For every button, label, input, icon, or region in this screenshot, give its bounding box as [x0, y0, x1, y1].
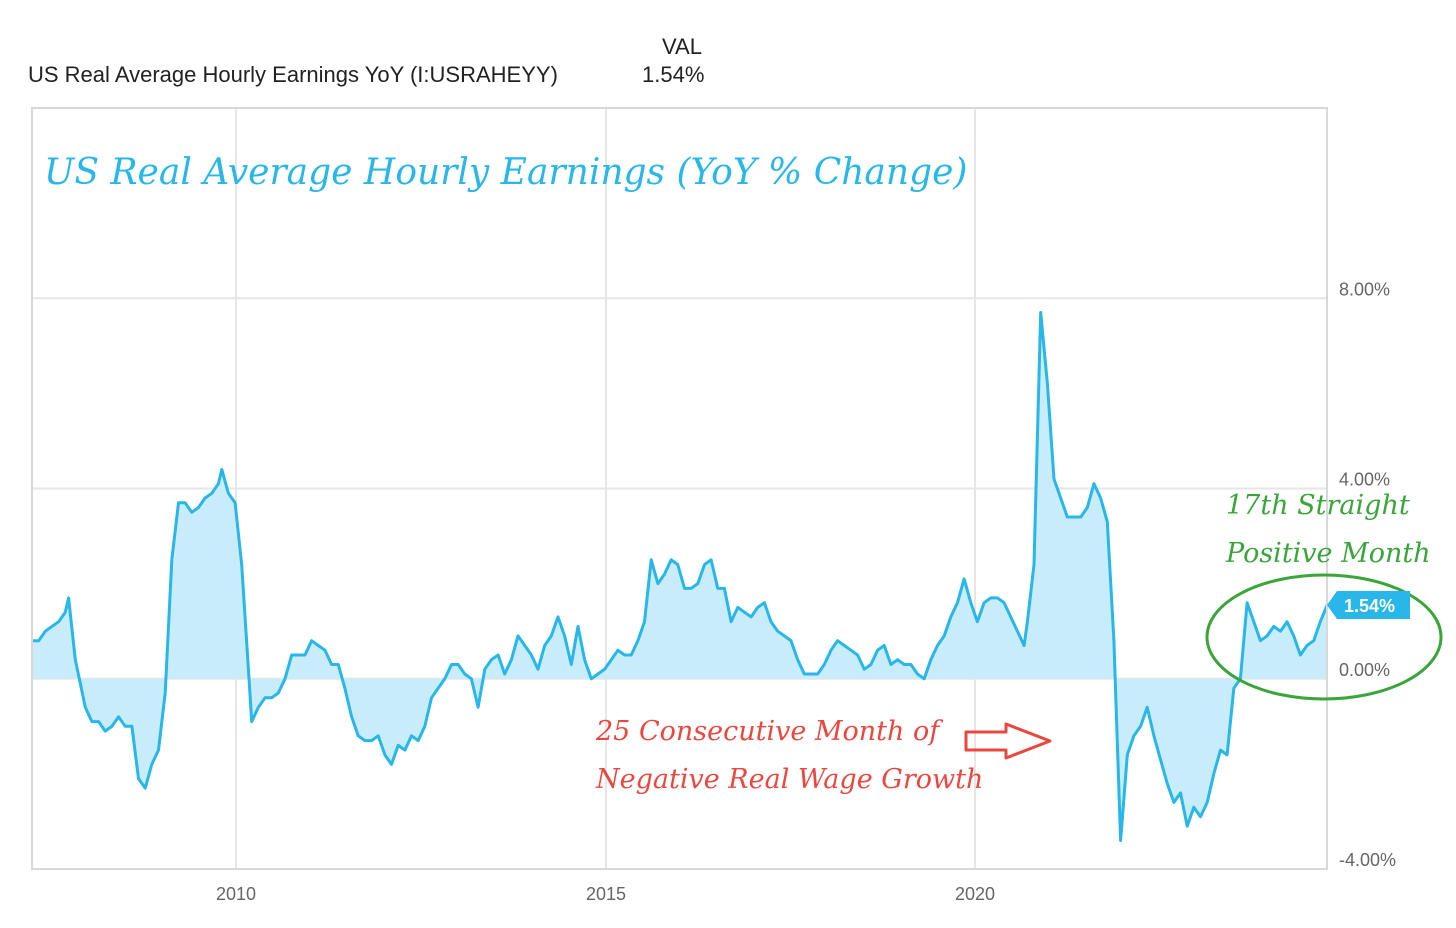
series-area-positive — [32, 312, 1327, 841]
negative-note-line2: Negative Real Wage Growth — [595, 764, 983, 795]
plot-frame — [31, 107, 1328, 870]
x-tick-label: 2015 — [586, 884, 626, 904]
last-value-badge: 1.54% — [1327, 591, 1410, 619]
x-axis: 2010 2015 2020 — [216, 884, 995, 904]
arrow-icon — [964, 722, 1052, 760]
x-tick-label: 2020 — [955, 884, 995, 904]
positive-note-line2: Positive Month — [1225, 538, 1431, 569]
chart-title: US Real Average Hourly Earnings (YoY % C… — [44, 152, 967, 193]
negative-note-line1: 25 Consecutive Month of — [595, 716, 943, 747]
positive-streak-circle — [1205, 573, 1443, 701]
y-tick-label: -4.00% — [1339, 850, 1396, 870]
y-tick-label: 0.00% — [1339, 660, 1390, 680]
legend-series-label[interactable]: US Real Average Hourly Earnings YoY (I:U… — [28, 62, 558, 87]
positive-note-line1: 17th Straight — [1226, 490, 1410, 521]
y-axis: 8.00% 4.00% 0.00% -4.00% — [1339, 279, 1396, 870]
y-tick-label: 8.00% — [1339, 279, 1390, 299]
last-value-badge-text: 1.54% — [1344, 596, 1395, 616]
last-value-badge-shape — [1327, 591, 1410, 619]
series-area-negative — [32, 313, 1327, 841]
legend-header: VAL US Real Average Hourly Earnings YoY … — [28, 34, 728, 94]
y-tick-label: 4.00% — [1339, 470, 1390, 490]
legend-column-header: VAL — [662, 34, 702, 59]
x-tick-label: 2010 — [216, 884, 256, 904]
legend-series-value: 1.54% — [642, 62, 705, 87]
series-line[interactable] — [32, 311, 1329, 842]
